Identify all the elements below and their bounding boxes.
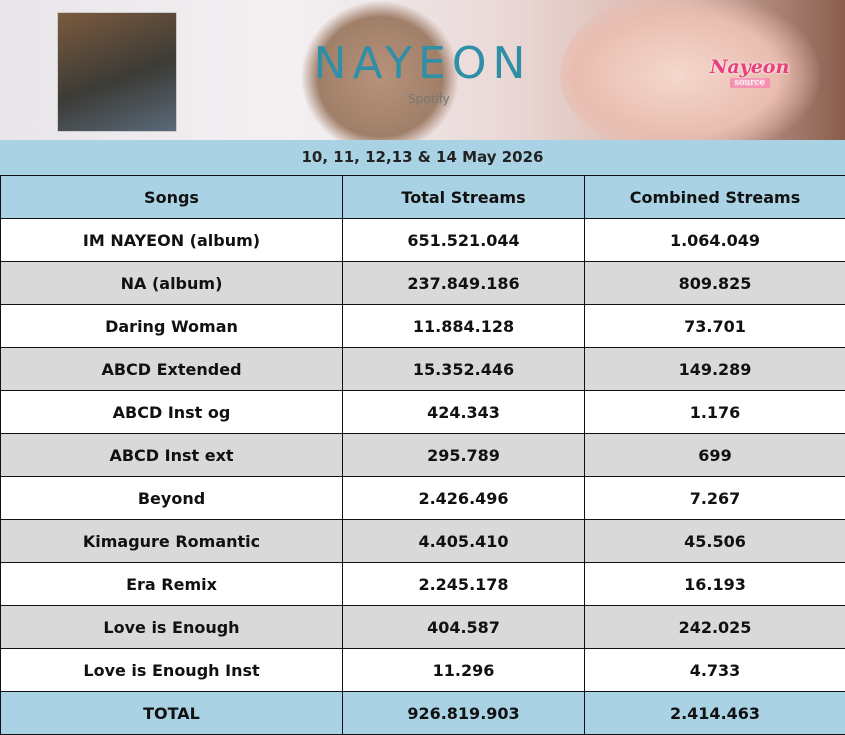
table-cell: Love is Enough Inst [0,648,343,692]
column-header: Combined Streams [584,175,845,219]
face-image [560,0,820,140]
table-row: Daring Woman 11.884.128 73.701 [0,304,845,348]
table-row: Love is Enough 404.587 242.025 [0,605,845,649]
table-cell: Love is Enough [0,605,343,649]
table-cell: 149.289 [584,347,845,391]
table-cell: 15.352.446 [342,347,585,391]
table-row: NA (album) 237.849.186 809.825 [0,261,845,305]
banner: NAYEON Spotify Nayeon source [0,0,845,140]
title: NAYEON [313,38,532,89]
date-range: 10, 11, 12,13 & 14 May 2026 [0,140,845,175]
table-row: ABCD Inst ext 295.789 699 [0,433,845,477]
table-cell: NA (album) [0,261,343,305]
table-cell: 651.521.044 [342,218,585,262]
logo-name: Nayeon [710,56,790,78]
table-row: ABCD Inst og 424.343 1.176 [0,390,845,434]
table-cell: 4.733 [584,648,845,692]
table-row: Beyond 2.426.496 7.267 [0,476,845,520]
table-cell: 7.267 [584,476,845,520]
table-cell: 404.587 [342,605,585,649]
total-cell: 2.414.463 [584,691,845,735]
table-cell: 237.849.186 [342,261,585,305]
logo: Nayeon source [710,56,789,88]
total-cell: 926.819.903 [342,691,585,735]
table-cell: 73.701 [584,304,845,348]
table-row: Era Remix 2.245.178 16.193 [0,562,845,606]
table-cell: Era Remix [0,562,343,606]
table-cell: Beyond [0,476,343,520]
total-row: TOTAL 926.819.903 2.414.463 [0,691,845,735]
total-cell: TOTAL [0,691,343,735]
table-cell: 295.789 [342,433,585,477]
table-cell: 11.884.128 [342,304,585,348]
bear-image [300,0,460,140]
table-cell: IM NAYEON (album) [0,218,343,262]
table-cell: Daring Woman [0,304,343,348]
table-cell: 424.343 [342,390,585,434]
table-cell: ABCD Inst ext [0,433,343,477]
streams-table: Songs Total Streams Combined Streams IM NA… [0,175,845,735]
table-cell: 45.506 [584,519,845,563]
logo-tag: source [729,78,770,88]
table-cell: 2.426.496 [342,476,585,520]
artist-photo [57,12,177,132]
table-cell: 699 [584,433,845,477]
table-cell: 1.176 [584,390,845,434]
column-header: Songs [0,175,343,219]
table-cell: 1.064.049 [584,218,845,262]
table-cell: 11.296 [342,648,585,692]
table-row: Love is Enough Inst 11.296 4.733 [0,648,845,692]
column-header: Total Streams [342,175,585,219]
table-cell: 4.405.410 [342,519,585,563]
table-cell: 809.825 [584,261,845,305]
table-cell: Kimagure Romantic [0,519,343,563]
table-row: IM NAYEON (album) 651.521.044 1.064.049 [0,218,845,262]
header-row: Songs Total Streams Combined Streams [0,175,845,219]
table-row: ABCD Extended 15.352.446 149.289 [0,347,845,391]
brand: Spotify [408,92,450,106]
table-row: Kimagure Romantic 4.405.410 45.506 [0,519,845,563]
table-cell: ABCD Inst og [0,390,343,434]
table-cell: ABCD Extended [0,347,343,391]
table-cell: 242.025 [584,605,845,649]
table-cell: 2.245.178 [342,562,585,606]
table-cell: 16.193 [584,562,845,606]
